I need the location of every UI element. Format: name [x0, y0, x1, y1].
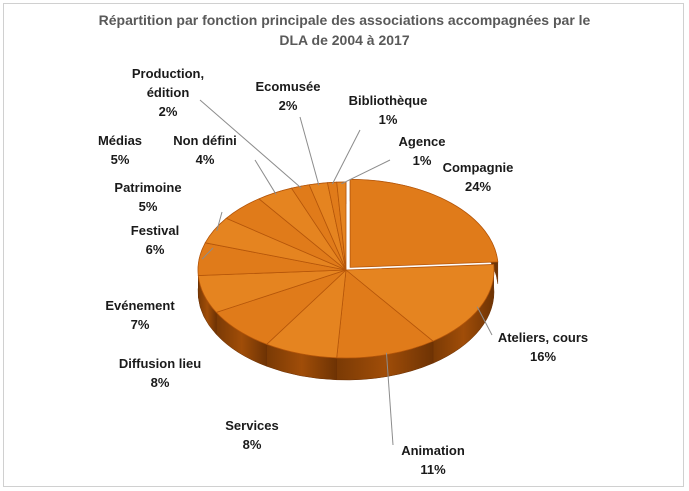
- leader-line-non-defini: [254, 159, 277, 195]
- leader-line-production-edition: [199, 99, 302, 189]
- slice-labels: Compagnie 24% Ateliers, cours 16% Animation 1…: [98, 66, 588, 477]
- slice-label-evenement: Evénement 7%: [105, 298, 175, 332]
- leader-line-ecomusee: [299, 116, 320, 186]
- leader-line-patrimoine: [216, 211, 223, 231]
- leader-line-agence: [341, 159, 391, 185]
- slice-label-compagnie: Compagnie 24%: [443, 160, 514, 194]
- slice-label-festival: Festival 6%: [131, 223, 179, 257]
- leader-lines: [199, 99, 493, 446]
- slice-label-services: Services 8%: [225, 418, 279, 452]
- pie-slice-animation: [336, 269, 434, 359]
- slice-label-diffusion-lieu: Diffusion lieu 8%: [119, 356, 201, 390]
- slice-label-ateliers-cours: Ateliers, cours 16%: [498, 330, 588, 364]
- slice-label-production-edition: Production, édition 2%: [132, 66, 204, 119]
- slice-label-animation: Animation 11%: [401, 443, 465, 477]
- chart-title-line-1: Répartition par fonction principale des …: [98, 12, 591, 28]
- slice-label-non-defini: Non défini 4%: [173, 133, 237, 167]
- chart-title: Répartition par fonction principale des …: [0, 10, 689, 50]
- leader-line-ateliers-cours: [476, 306, 493, 336]
- leader-line-bibliotheque: [331, 129, 361, 185]
- slice-label-agence: Agence 1%: [399, 134, 446, 168]
- slice-label-patrimoine: Patrimoine 5%: [114, 180, 181, 214]
- leader-line-festival: [201, 247, 214, 260]
- slice-label-medias: Médias 5%: [98, 133, 142, 167]
- leader-line-animation: [385, 352, 394, 446]
- slice-label-ecomusee: Ecomusée 2%: [255, 79, 320, 113]
- chart-title-line-2: DLA de 2004 à 2017: [279, 32, 410, 48]
- pie-tops: [197, 178, 499, 359]
- pie-slice-compagnie: [349, 178, 499, 268]
- pie-slice-ateliers-cours: [344, 264, 495, 342]
- slice-label-bibliotheque: Bibliothèque 1%: [349, 93, 428, 127]
